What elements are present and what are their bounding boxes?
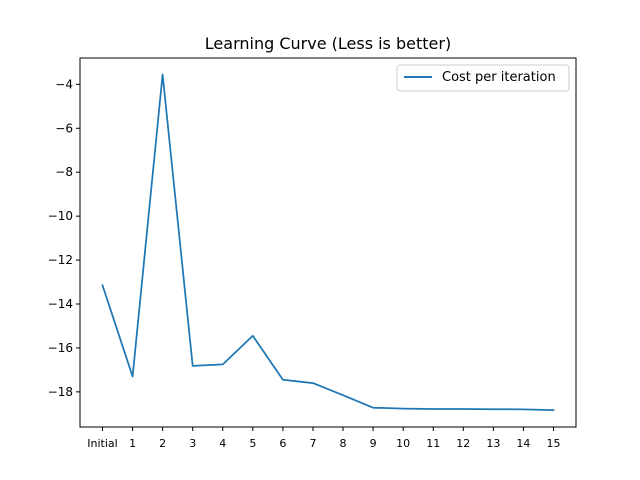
x-axis: Initial 1 2 3 4 5 6 7 8 9 10 11 12 13 14 15 — [87, 427, 561, 450]
x-tick-label: 6 — [279, 437, 286, 450]
x-tick-label: 12 — [456, 437, 470, 450]
x-tick-label: 14 — [516, 437, 530, 450]
x-tick-label: 2 — [159, 437, 166, 450]
series-layer — [101, 73, 555, 411]
plot-area-frame — [79, 57, 577, 428]
y-tick-label: −16 — [48, 341, 73, 355]
y-tick-label: −4 — [55, 77, 73, 91]
legend-box — [396, 64, 570, 92]
x-tick-label: 1 — [129, 437, 136, 450]
x-tick-label: Initial — [87, 437, 117, 450]
x-tick-label: 3 — [189, 437, 196, 450]
x-tick-label: 11 — [426, 437, 440, 450]
series-line-cost-per-iteration — [101, 73, 555, 411]
y-tick-label: −10 — [48, 209, 73, 223]
x-tick-label: 9 — [370, 437, 377, 450]
y-tick-label: −8 — [55, 165, 73, 179]
chart-title: Learning Curve (Less is better) — [205, 34, 451, 53]
x-tick-label: 4 — [219, 437, 226, 450]
y-tick-label: −18 — [48, 385, 73, 399]
x-tick-label: 13 — [486, 437, 500, 450]
legend-label: Cost per iteration — [442, 70, 556, 85]
x-tick-label: 15 — [547, 437, 561, 450]
y-tick-label: −14 — [48, 297, 73, 311]
x-tick-label: 5 — [249, 437, 256, 450]
x-tick-label: 10 — [396, 437, 410, 450]
legend: Cost per iteration — [396, 64, 570, 92]
x-tick-label: 7 — [309, 437, 316, 450]
y-tick-label: −6 — [55, 121, 73, 135]
y-tick-label: −12 — [48, 253, 73, 267]
x-tick-label: 8 — [340, 437, 347, 450]
y-axis: −4 −6 −8 −10 −12 −14 −16 −18 — [48, 77, 80, 399]
